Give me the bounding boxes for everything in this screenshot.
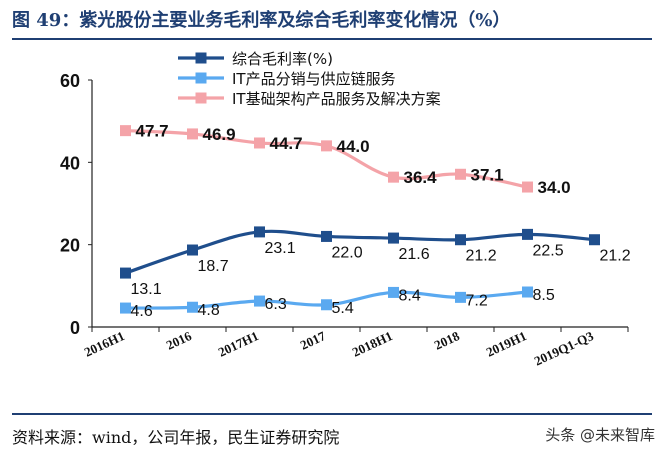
- data-label-0: 13.1: [131, 281, 162, 298]
- x-tick-label: 2016H1: [82, 328, 127, 360]
- series-marker-1: [388, 286, 399, 298]
- data-label-2: 37.1: [471, 165, 504, 184]
- title-divider: [12, 38, 652, 40]
- data-label-2: 34.0: [538, 178, 571, 197]
- data-label-1: 8.4: [399, 287, 421, 304]
- series-marker-0: [187, 244, 198, 256]
- y-tick-label: 60: [60, 71, 80, 91]
- data-label-2: 47.7: [136, 122, 169, 141]
- y-tick-label: 20: [60, 236, 80, 256]
- series-marker-1: [522, 286, 533, 298]
- data-label-0: 21.2: [466, 248, 497, 265]
- series-marker-1: [321, 299, 332, 311]
- data-label-0: 21.6: [399, 246, 430, 263]
- legend-marker-0: [195, 52, 207, 64]
- legend-label-0: 综合毛利率(%): [232, 50, 333, 68]
- data-label-2: 44.0: [337, 137, 370, 156]
- x-tick-label: 2018H1: [350, 328, 395, 360]
- x-tick-label: 2019H1: [484, 328, 529, 360]
- data-label-1: 4.8: [198, 302, 220, 319]
- series-marker-0: [589, 234, 600, 246]
- legend-label-2: IT基础架构产品服务及解决方案: [232, 90, 441, 108]
- x-tick-label: 2016: [164, 328, 194, 353]
- data-label-2: 46.9: [203, 125, 236, 144]
- legend-label-1: IT产品分销与供应链服务: [232, 70, 396, 88]
- data-label-1: 7.2: [466, 292, 488, 309]
- series-marker-2: [187, 128, 198, 140]
- data-label-1: 4.6: [131, 303, 153, 320]
- series-marker-0: [455, 234, 466, 246]
- series-marker-1: [455, 291, 466, 303]
- series-marker-0: [522, 228, 533, 240]
- y-tick-label: 40: [60, 153, 80, 173]
- data-label-2: 36.4: [404, 168, 438, 187]
- series-marker-2: [455, 168, 466, 180]
- data-label-0: 22.0: [332, 244, 363, 261]
- source-note: 资料来源：wind，公司年报，民生证券研究院: [12, 428, 340, 447]
- legend-marker-1: [195, 72, 207, 84]
- data-label-0: 18.7: [198, 258, 229, 275]
- series-marker-0: [254, 226, 265, 238]
- series-marker-1: [187, 301, 198, 313]
- series-marker-0: [120, 267, 131, 279]
- series-marker-0: [321, 230, 332, 242]
- data-label-1: 8.5: [533, 287, 555, 304]
- series-marker-2: [321, 140, 332, 152]
- data-label-2: 44.7: [270, 134, 303, 153]
- series-marker-2: [254, 137, 265, 149]
- series-marker-2: [522, 181, 533, 193]
- data-label-0: 23.1: [265, 240, 296, 257]
- data-label-1: 5.4: [332, 300, 354, 317]
- x-tick-label: 2019Q1-Q3: [532, 328, 596, 369]
- x-tick-label: 2017: [298, 328, 328, 353]
- data-label-1: 6.3: [265, 296, 287, 313]
- series-marker-1: [254, 295, 265, 307]
- x-tick-label: 2017H1: [216, 328, 261, 360]
- watermark: 头条 @未来智库: [545, 426, 655, 444]
- series-marker-1: [120, 302, 131, 314]
- series-marker-2: [120, 125, 131, 137]
- legend-marker-2: [195, 92, 207, 104]
- series-marker-2: [388, 171, 399, 183]
- series-line-2: [125, 129, 528, 189]
- y-tick-label: 0: [70, 318, 80, 338]
- data-label-0: 21.2: [600, 248, 631, 265]
- series-line-0: [124, 229, 595, 275]
- series-marker-0: [388, 232, 399, 244]
- x-tick-label: 2018: [432, 328, 462, 353]
- chart-title: 图 49：紫光股份主要业务毛利率及综合毛利率变化情况（%）: [12, 10, 511, 31]
- data-label-0: 22.5: [533, 242, 564, 259]
- footer-divider: [12, 413, 652, 415]
